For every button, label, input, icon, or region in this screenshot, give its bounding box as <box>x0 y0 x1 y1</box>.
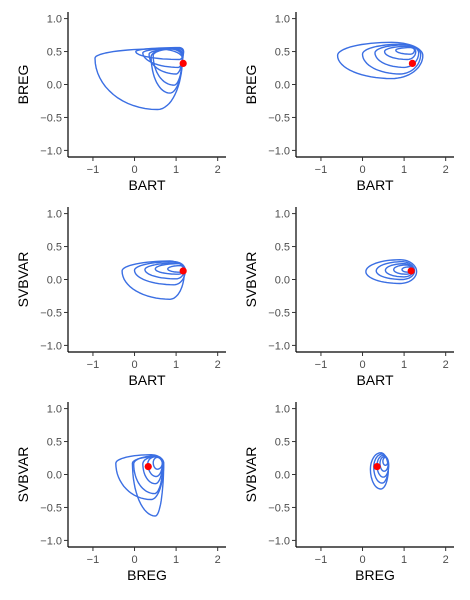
y-axis-title: BREG <box>15 65 31 105</box>
y-tick-label: 0.5 <box>47 242 62 254</box>
x-axis-title: BART <box>128 372 166 388</box>
y-tick-label: 0.0 <box>275 275 290 287</box>
x-tick-label: −1 <box>87 359 100 371</box>
estimate-point <box>179 267 187 275</box>
y-tick-label: −1.0 <box>268 145 290 157</box>
density-contour <box>365 259 418 285</box>
y-tick-label: 0.5 <box>275 437 290 449</box>
estimate-point <box>373 462 381 471</box>
y-tick-label: −1.0 <box>40 535 62 547</box>
x-tick-label: 1 <box>173 164 179 176</box>
x-tick-label: 0 <box>359 359 365 371</box>
density-contour <box>336 41 424 80</box>
panel-4: −1 0 1 2 −1.0 −0.5 0.0 0.5 1.0 BART SVBVAR <box>243 207 454 388</box>
y-tick-label: 0.0 <box>275 470 290 482</box>
panel-3: −1 0 1 2 −1.0 −0.5 0.0 0.5 1.0 BART SVBVAR <box>15 207 226 388</box>
y-tick-label: 1.0 <box>47 404 62 416</box>
panel-6: −1 0 1 2 −1.0 −0.5 0.0 0.5 1.0 BREG SVBVAR <box>243 402 454 583</box>
y-axis-title: SVBVAR <box>243 252 259 308</box>
y-tick-label: 1.0 <box>275 209 290 221</box>
y-tick-label: −0.5 <box>268 112 290 124</box>
estimate-point <box>407 267 415 275</box>
x-tick-label: 0 <box>359 164 365 176</box>
y-axis-title: SVBVAR <box>243 447 259 503</box>
density-contour <box>142 456 164 485</box>
density-contour <box>395 46 416 55</box>
estimate-point <box>144 462 152 471</box>
density-contour <box>383 45 417 61</box>
y-tick-label: 1.0 <box>275 14 290 26</box>
x-tick-label: 0 <box>131 164 137 176</box>
x-axis-title: BART <box>356 372 394 388</box>
x-tick-label: 1 <box>173 359 179 371</box>
y-tick-label: −0.5 <box>40 502 62 514</box>
x-axis-title: BART <box>356 177 394 193</box>
x-tick-label: −1 <box>315 554 328 566</box>
panel-1: −1 0 1 2 −1.0 −0.5 0.0 0.5 1.0 BART BREG <box>15 12 226 193</box>
y-tick-label: 0.0 <box>47 275 62 287</box>
x-tick-label: 2 <box>215 554 221 566</box>
y-tick-label: −1.0 <box>40 145 62 157</box>
y-tick-label: 0.5 <box>47 47 62 59</box>
y-tick-label: −1.0 <box>268 340 290 352</box>
y-tick-label: −1.0 <box>40 340 62 352</box>
x-tick-label: 2 <box>215 164 221 176</box>
y-tick-label: 1.0 <box>47 209 62 221</box>
y-tick-label: −0.5 <box>40 307 62 319</box>
density-contour <box>121 260 186 300</box>
y-tick-label: 0.0 <box>47 80 62 92</box>
y-tick-label: −0.5 <box>268 502 290 514</box>
density-contour <box>369 452 389 490</box>
panel-5: −1 0 1 2 −1.0 −0.5 0.0 0.5 1.0 BREG SVBVAR <box>15 402 226 583</box>
x-tick-label: −1 <box>87 164 100 176</box>
y-tick-label: 0.0 <box>47 470 62 482</box>
x-tick-label: 2 <box>215 359 221 371</box>
density-contour <box>115 454 165 501</box>
x-tick-label: 2 <box>443 164 449 176</box>
y-tick-label: 0.5 <box>275 47 290 59</box>
x-axis-title: BREG <box>127 567 167 583</box>
x-tick-label: 1 <box>401 554 407 566</box>
density-contour <box>361 43 422 75</box>
panel-2: −1 0 1 2 −1.0 −0.5 0.0 0.5 1.0 BART BREG <box>243 12 454 193</box>
y-axis-title: BREG <box>243 65 259 105</box>
y-tick-label: −0.5 <box>40 112 62 124</box>
y-tick-label: 0.0 <box>275 80 290 92</box>
x-tick-label: 1 <box>401 359 407 371</box>
x-tick-label: 1 <box>173 554 179 566</box>
x-tick-label: 0 <box>359 554 365 566</box>
y-axis-title: SVBVAR <box>15 252 31 308</box>
density-contour <box>150 48 183 94</box>
y-axis-title: SVBVAR <box>15 447 31 503</box>
y-tick-label: −0.5 <box>268 307 290 319</box>
y-tick-label: 1.0 <box>47 14 62 26</box>
density-contour <box>152 48 183 86</box>
x-tick-label: 1 <box>401 164 407 176</box>
x-tick-label: −1 <box>315 164 328 176</box>
x-tick-label: −1 <box>87 554 100 566</box>
y-tick-label: 0.5 <box>47 437 62 449</box>
x-tick-label: 0 <box>131 554 137 566</box>
estimate-point <box>179 59 187 68</box>
density-contour <box>384 263 414 278</box>
x-axis-title: BART <box>128 177 166 193</box>
x-axis-title: BREG <box>355 567 395 583</box>
y-tick-label: 0.5 <box>275 242 290 254</box>
x-tick-label: −1 <box>315 359 328 371</box>
density-contour <box>375 261 416 281</box>
density-contour <box>94 48 183 111</box>
estimate-point <box>408 59 417 68</box>
x-tick-label: 2 <box>443 554 449 566</box>
x-tick-label: 2 <box>443 359 449 371</box>
y-tick-label: −1.0 <box>268 535 290 547</box>
x-tick-label: 0 <box>131 359 137 371</box>
y-tick-label: 1.0 <box>275 404 290 416</box>
